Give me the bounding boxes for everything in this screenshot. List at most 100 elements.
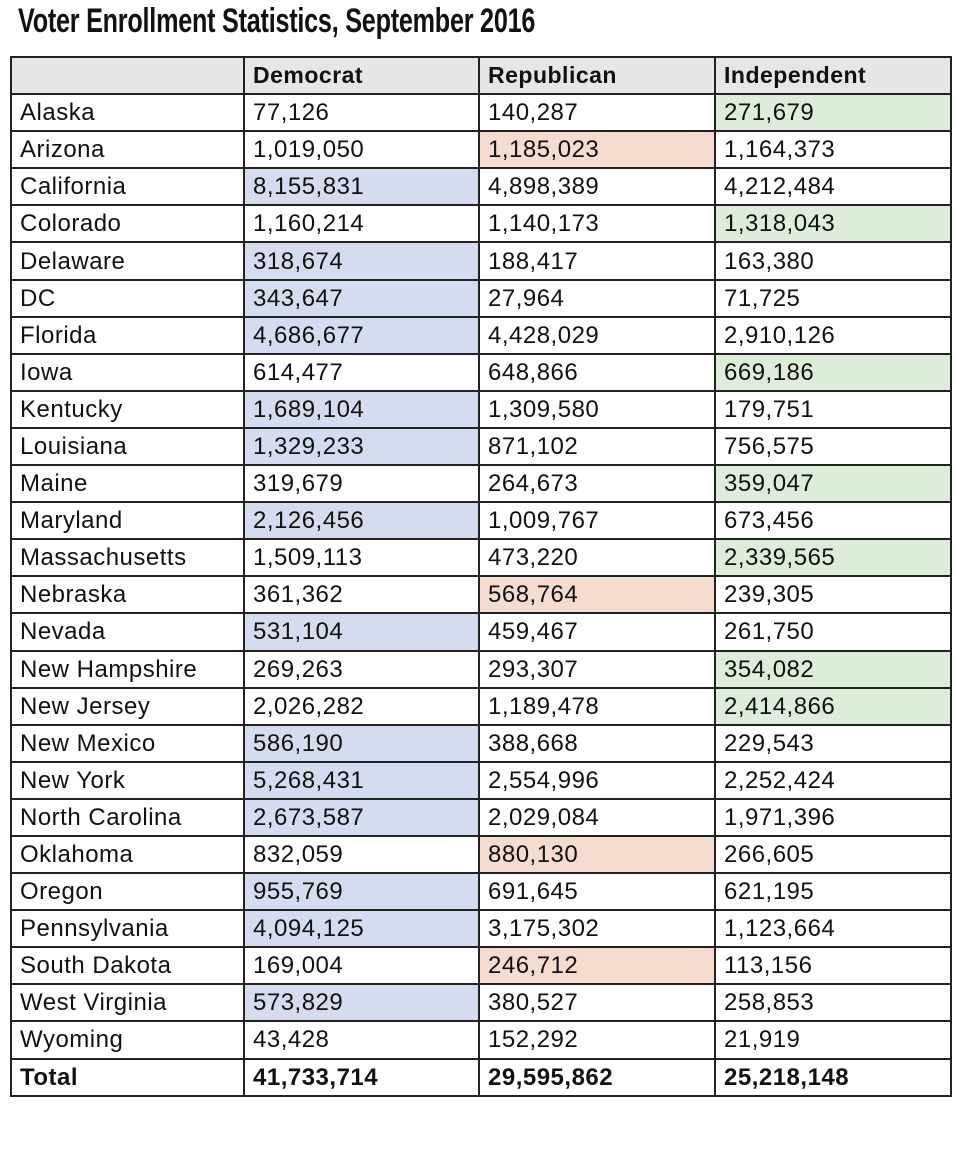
row: Arizona 1,019,050 1,185,023 1,164,373 [10, 130, 952, 170]
value-cell: 388,668 [478, 723, 716, 763]
value-cell: 2,029,084 [478, 797, 716, 837]
value-cell: 1,509,113 [243, 538, 480, 578]
value-cell: 1,009,767 [478, 501, 716, 541]
value-cell: 669,186 [714, 352, 952, 392]
state-cell: Delaware [10, 241, 245, 281]
row: New Jersey 2,026,282 1,189,478 2,414,866 [10, 686, 952, 726]
value-cell: 1,309,580 [478, 389, 716, 429]
row: South Dakota 169,004 246,712 113,156 [10, 946, 952, 986]
value-cell: 380,527 [478, 983, 716, 1023]
state-cell: Maryland [10, 501, 245, 541]
value-cell: 4,094,125 [243, 909, 480, 949]
value-cell: 871,102 [478, 426, 716, 467]
value-cell: 1,189,478 [478, 686, 716, 726]
state-cell: Pennsylvania [10, 909, 245, 949]
value-cell: 880,130 [478, 834, 716, 875]
value-cell: 264,673 [478, 464, 716, 504]
value-cell: 354,082 [714, 649, 952, 689]
value-cell: 27,964 [478, 278, 716, 318]
value-cell: 2,414,866 [714, 686, 952, 726]
row: DC 343,647 27,964 71,725 [10, 278, 952, 318]
row: Oregon 955,769 691,645 621,195 [10, 872, 952, 912]
state-cell: South Dakota [10, 946, 245, 986]
value-cell: 473,220 [478, 538, 716, 578]
value-cell: 1,123,664 [714, 909, 952, 949]
state-cell: DC [10, 278, 245, 318]
header-row: Democrat Republican Independent [10, 55, 952, 96]
value-cell: 1,185,023 [478, 130, 716, 170]
value-cell: 266,605 [714, 834, 952, 875]
value-cell: 169,004 [243, 946, 480, 986]
value-cell: 2,126,456 [243, 501, 480, 541]
value-cell: 113,156 [714, 946, 952, 986]
value-cell: 1,160,214 [243, 204, 480, 244]
state-cell: Florida [10, 315, 245, 355]
value-cell: 343,647 [243, 278, 480, 318]
state-cell: California [10, 167, 245, 207]
row: Pennsylvania 4,094,125 3,175,302 1,123,664 [10, 909, 952, 949]
state-cell: Iowa [10, 352, 245, 392]
state-cell: Colorado [10, 204, 245, 244]
value-cell: 8,155,831 [243, 167, 480, 207]
value-cell: 4,428,029 [478, 315, 716, 355]
total-cell: 41,733,714 [243, 1057, 480, 1097]
header-cell [10, 55, 245, 96]
total-cell: 25,218,148 [714, 1057, 952, 1097]
row: Iowa 614,477 648,866 669,186 [10, 352, 952, 392]
header-cell: Democrat [243, 55, 480, 96]
value-cell: 359,047 [714, 464, 952, 504]
value-cell: 43,428 [243, 1020, 480, 1060]
row: Massachusetts 1,509,113 473,220 2,339,565 [10, 538, 952, 578]
value-cell: 293,307 [478, 649, 716, 689]
value-cell: 2,026,282 [243, 686, 480, 726]
state-cell: Louisiana [10, 426, 245, 467]
value-cell: 1,689,104 [243, 389, 480, 429]
value-cell: 246,712 [478, 946, 716, 986]
value-cell: 531,104 [243, 612, 480, 652]
row: Nevada 531,104 459,467 261,750 [10, 612, 952, 652]
total-row: Total 41,733,714 29,595,862 25,218,148 [10, 1057, 952, 1097]
row: Oklahoma 832,059 880,130 266,605 [10, 834, 952, 875]
row: Louisiana 1,329,233 871,102 756,575 [10, 426, 952, 467]
value-cell: 2,339,565 [714, 538, 952, 578]
row: Wyoming 43,428 152,292 21,919 [10, 1020, 952, 1060]
state-cell: West Virginia [10, 983, 245, 1023]
value-cell: 1,019,050 [243, 130, 480, 170]
value-cell: 1,140,173 [478, 204, 716, 244]
state-cell: Alaska [10, 93, 245, 133]
state-cell: New Jersey [10, 686, 245, 726]
row: New Hampshire 269,263 293,307 354,082 [10, 649, 952, 689]
value-cell: 2,910,126 [714, 315, 952, 355]
value-cell: 573,829 [243, 983, 480, 1023]
state-cell: North Carolina [10, 797, 245, 837]
row: Kentucky 1,689,104 1,309,580 179,751 [10, 389, 952, 429]
row: California 8,155,831 4,898,389 4,212,484 [10, 167, 952, 207]
value-cell: 832,059 [243, 834, 480, 875]
value-cell: 1,329,233 [243, 426, 480, 467]
header-cell: Republican [478, 55, 716, 96]
value-cell: 2,673,587 [243, 797, 480, 837]
value-cell: 648,866 [478, 352, 716, 392]
value-cell: 179,751 [714, 389, 952, 429]
state-cell: Nevada [10, 612, 245, 652]
title: Voter Enrollment Statistics, September 2… [18, 2, 536, 40]
total-cell: Total [10, 1057, 245, 1097]
state-cell: Nebraska [10, 575, 245, 615]
row: Nebraska 361,362 568,764 239,305 [10, 575, 952, 615]
value-cell: 269,263 [243, 649, 480, 689]
state-cell: Oregon [10, 872, 245, 912]
value-cell: 239,305 [714, 575, 952, 615]
value-cell: 361,362 [243, 575, 480, 615]
value-cell: 756,575 [714, 426, 952, 467]
value-cell: 459,467 [478, 612, 716, 652]
value-cell: 77,126 [243, 93, 480, 133]
value-cell: 614,477 [243, 352, 480, 392]
state-cell: New York [10, 760, 245, 800]
row: North Carolina 2,673,587 2,029,084 1,971,39… [10, 797, 952, 837]
value-cell: 3,175,302 [478, 909, 716, 949]
row: Maine 319,679 264,673 359,047 [10, 464, 952, 504]
row: Florida 4,686,677 4,428,029 2,910,126 [10, 315, 952, 355]
row: Delaware 318,674 188,417 163,380 [10, 241, 952, 281]
value-cell: 152,292 [478, 1020, 716, 1060]
